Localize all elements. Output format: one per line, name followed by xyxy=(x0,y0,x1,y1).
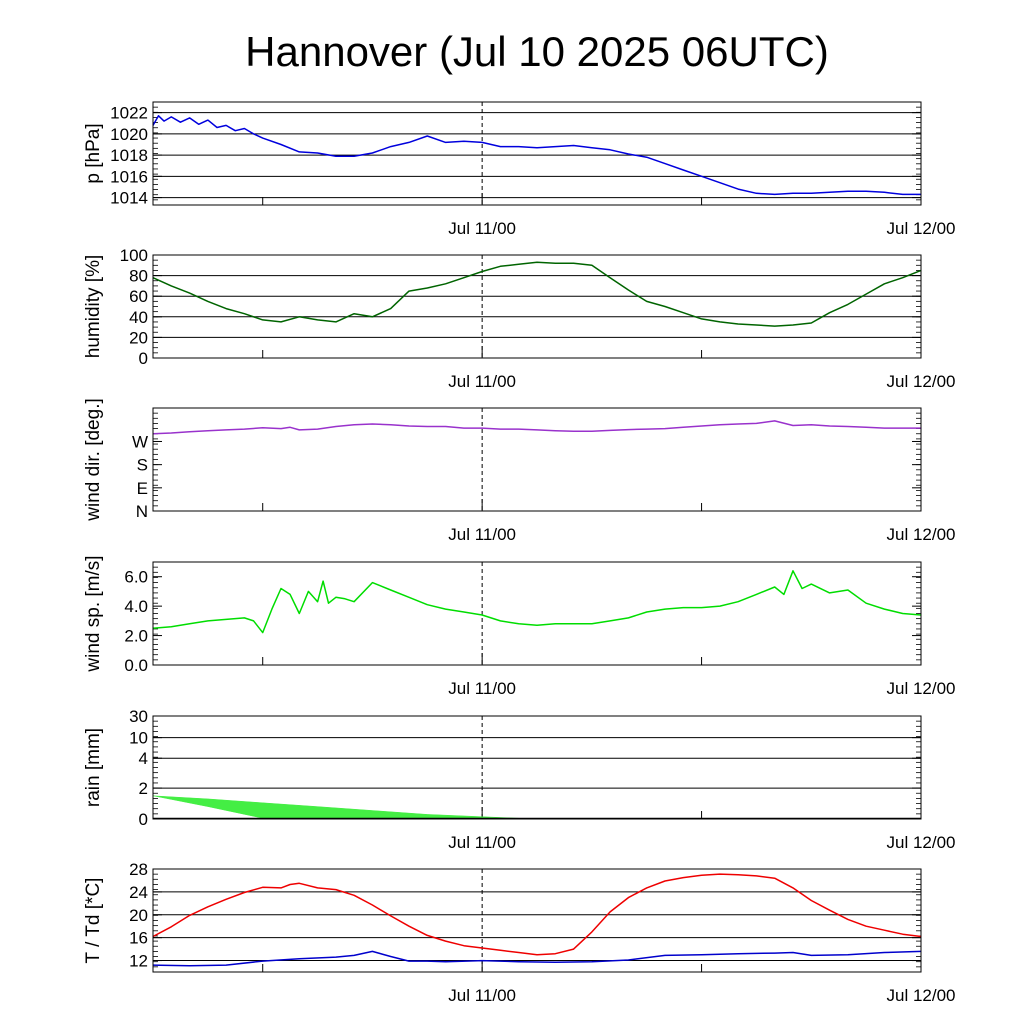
temperature-dewpoint-ytick-label: 12 xyxy=(129,952,148,971)
temperature-dewpoint-ytick-label: 20 xyxy=(129,906,148,925)
wind-direction-xtick-label: Jul 12/00 xyxy=(887,525,956,544)
temperature-dewpoint-ytick-label: 28 xyxy=(129,860,148,879)
humidity-ytick-label: 20 xyxy=(129,328,148,347)
wind-speed-frame xyxy=(152,561,922,666)
pressure-ylabel: p [hPa] xyxy=(83,123,104,183)
wind-direction-frame xyxy=(152,407,922,512)
rain-xtick-label: Jul 12/00 xyxy=(887,833,956,852)
wind-speed-panel: 0.0 2.0 4.0 6.0 wind sp. [m/s] Jul 11/00 Jul 1… xyxy=(83,555,956,698)
temperature-dewpoint-frame xyxy=(152,868,922,973)
rain-series-area xyxy=(152,795,538,820)
rain-ytick-label: 2 xyxy=(139,779,148,798)
pressure-ytick-label: 1022 xyxy=(110,104,148,123)
pressure-ytick-label: 1018 xyxy=(110,146,148,165)
humidity-xtick-label: Jul 11/00 xyxy=(448,372,516,391)
pressure-ytick-label: 1014 xyxy=(110,189,148,208)
wind-direction-ytick-label: W xyxy=(132,432,148,451)
temperature-dewpoint-series-line-dewpoint xyxy=(152,950,922,967)
pressure-frame xyxy=(152,101,922,206)
wind-direction-ytick-label: N xyxy=(136,502,148,521)
wind-speed-ytick-label: 2.0 xyxy=(124,627,148,646)
temperature-dewpoint-xtick-label: Jul 12/00 xyxy=(887,986,956,1005)
rain-ytick-label: 4 xyxy=(139,749,148,768)
rain-ylabel: rain [mm] xyxy=(83,728,104,807)
rain-xtick-label: Jul 11/00 xyxy=(448,833,516,852)
wind-direction-ytick-label: E xyxy=(137,479,148,498)
wind-direction-series-line-wind_direction xyxy=(152,420,921,435)
temperature-dewpoint-ylabel: T / Td [*C] xyxy=(83,878,104,964)
rain-ytick-label: 10 xyxy=(129,729,148,748)
temperature-dewpoint-panel: 12 16 20 24 28 T / Td [*C] Jul 11/00 Jul 12/00 xyxy=(83,860,956,1005)
wind-direction-xtick-label: Jul 11/00 xyxy=(448,525,516,544)
wind-direction-ylabel: wind dir. [deg.] xyxy=(83,398,104,522)
wind-speed-ytick-label: 4.0 xyxy=(124,597,148,616)
pressure-panel: 1014 1016 1018 1020 1022 p [hPa] Jul 11/00 Jul … xyxy=(83,101,956,238)
wind-speed-xtick-label: Jul 12/00 xyxy=(887,679,956,698)
humidity-series-line-humidity xyxy=(152,261,922,327)
pressure-xtick-label: Jul 11/00 xyxy=(448,219,516,238)
pressure-series-line-pressure xyxy=(152,115,921,196)
humidity-ytick-label: 80 xyxy=(129,267,148,286)
pressure-xtick-label: Jul 12/00 xyxy=(887,219,956,238)
temperature-dewpoint-series-line-temperature xyxy=(152,873,922,956)
wind-direction-ytick-label: S xyxy=(137,456,148,475)
rain-panel: 0 2 410 30 rain [mm] Jul 11/00 Jul 12/00 xyxy=(83,707,956,852)
humidity-ytick-label: 0 xyxy=(139,349,148,368)
wind-speed-series-line-wind_speed xyxy=(152,570,922,634)
humidity-ylabel: humidity [%] xyxy=(83,255,104,358)
wind-speed-ytick-label: 6.0 xyxy=(124,568,148,587)
wind-speed-xtick-label: Jul 11/00 xyxy=(448,679,516,698)
wind-speed-ytick-label: 0.0 xyxy=(124,656,148,675)
temperature-dewpoint-ytick-label: 16 xyxy=(129,929,148,948)
rain-ytick-label: 0 xyxy=(139,810,148,829)
temperature-dewpoint-xtick-label: Jul 11/00 xyxy=(448,986,516,1005)
humidity-ytick-label: 100 xyxy=(120,246,148,265)
pressure-ytick-label: 1016 xyxy=(110,167,148,186)
humidity-ytick-label: 40 xyxy=(129,308,148,327)
wind-speed-ylabel: wind sp. [m/s] xyxy=(83,555,104,672)
pressure-ytick-label: 1020 xyxy=(110,125,148,144)
humidity-xtick-label: Jul 12/00 xyxy=(887,372,956,391)
humidity-ytick-label: 60 xyxy=(129,287,148,306)
rain-frame xyxy=(152,715,922,820)
rain-ytick-label: 30 xyxy=(129,707,148,726)
temperature-dewpoint-ytick-label: 24 xyxy=(129,883,148,902)
chart-title: Hannover (Jul 10 2025 06UTC) xyxy=(245,28,829,75)
humidity-frame xyxy=(152,254,922,359)
